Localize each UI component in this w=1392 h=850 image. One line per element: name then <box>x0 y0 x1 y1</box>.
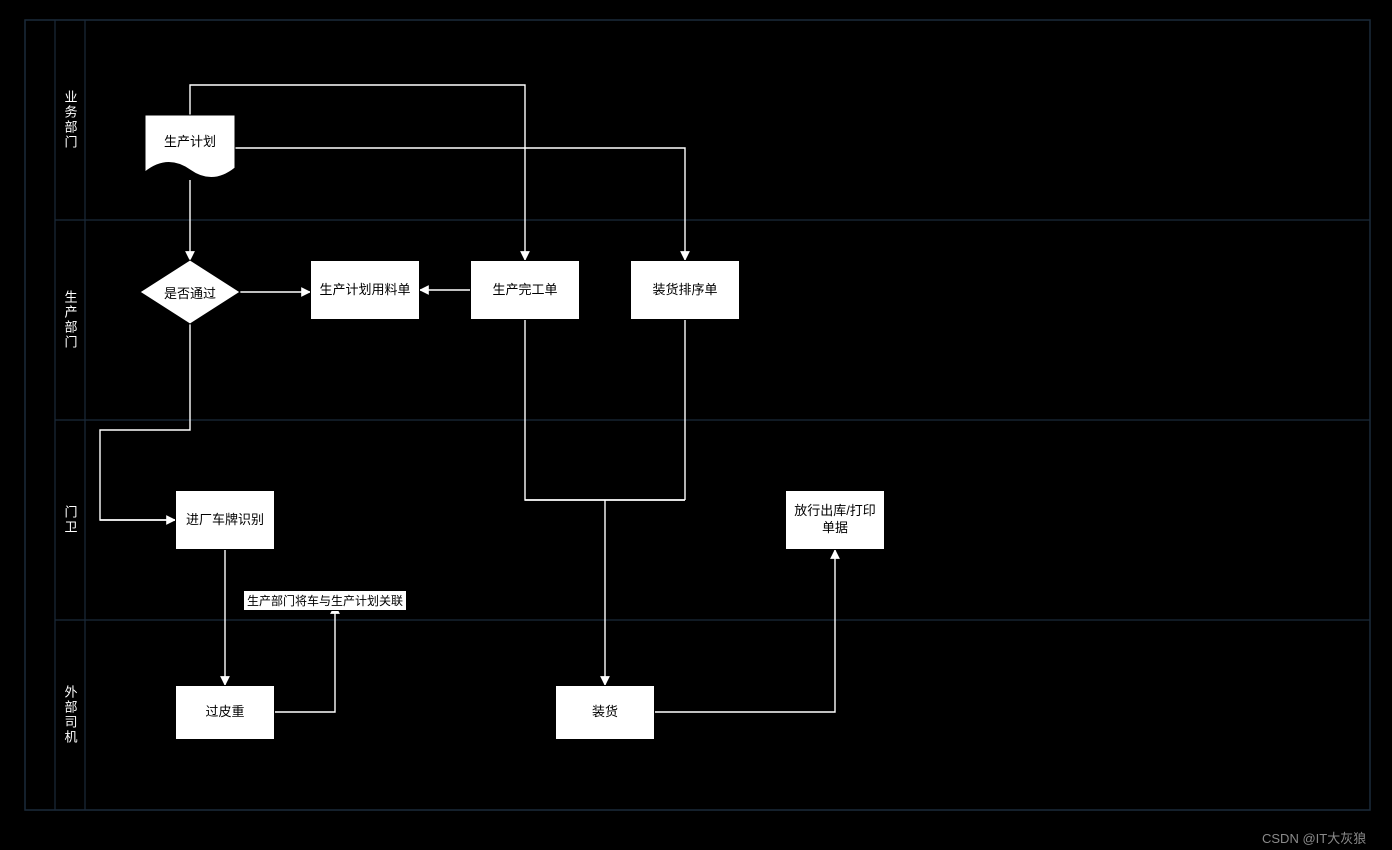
node-load: 装货 <box>555 685 655 740</box>
watermark: CSDN @IT大灰狼 <box>1262 828 1366 847</box>
node-tare: 过皮重 <box>175 685 275 740</box>
node-approve: 是否通过 <box>140 260 240 324</box>
lane-label-biz: 业务部门 <box>56 20 84 220</box>
edge-plan-top-loadseq-loadseq <box>235 148 685 260</box>
node-complete: 生产完工单 <box>470 260 580 320</box>
lane-label-driver: 外部司机 <box>56 620 84 810</box>
node-plan: 生产计划 <box>145 115 235 166</box>
edge-load-release <box>655 550 835 712</box>
edge-complete-down-load-junction <box>525 320 685 500</box>
node-label-approve: 是否通过 <box>140 260 240 324</box>
edge-plan-top-complete-complete <box>190 85 525 260</box>
node-bom: 生产计划用料单 <box>310 260 420 320</box>
node-release: 放行出库/打印单据 <box>785 490 885 550</box>
lane-label-gate: 门卫 <box>56 420 84 620</box>
node-loadseq: 装货排序单 <box>630 260 740 320</box>
diagram-stage: 业务部门生产部门门卫外部司机 生产计划是否通过 生产计划用料单生产完工单装货排序单… <box>0 0 1392 850</box>
edge-label-assoc: 生产部门将车与生产计划关联 <box>243 590 407 611</box>
edge-tare-assoc <box>275 605 335 712</box>
lane-label-prod: 生产部门 <box>56 220 84 420</box>
node-gatein: 进厂车牌识别 <box>175 490 275 550</box>
